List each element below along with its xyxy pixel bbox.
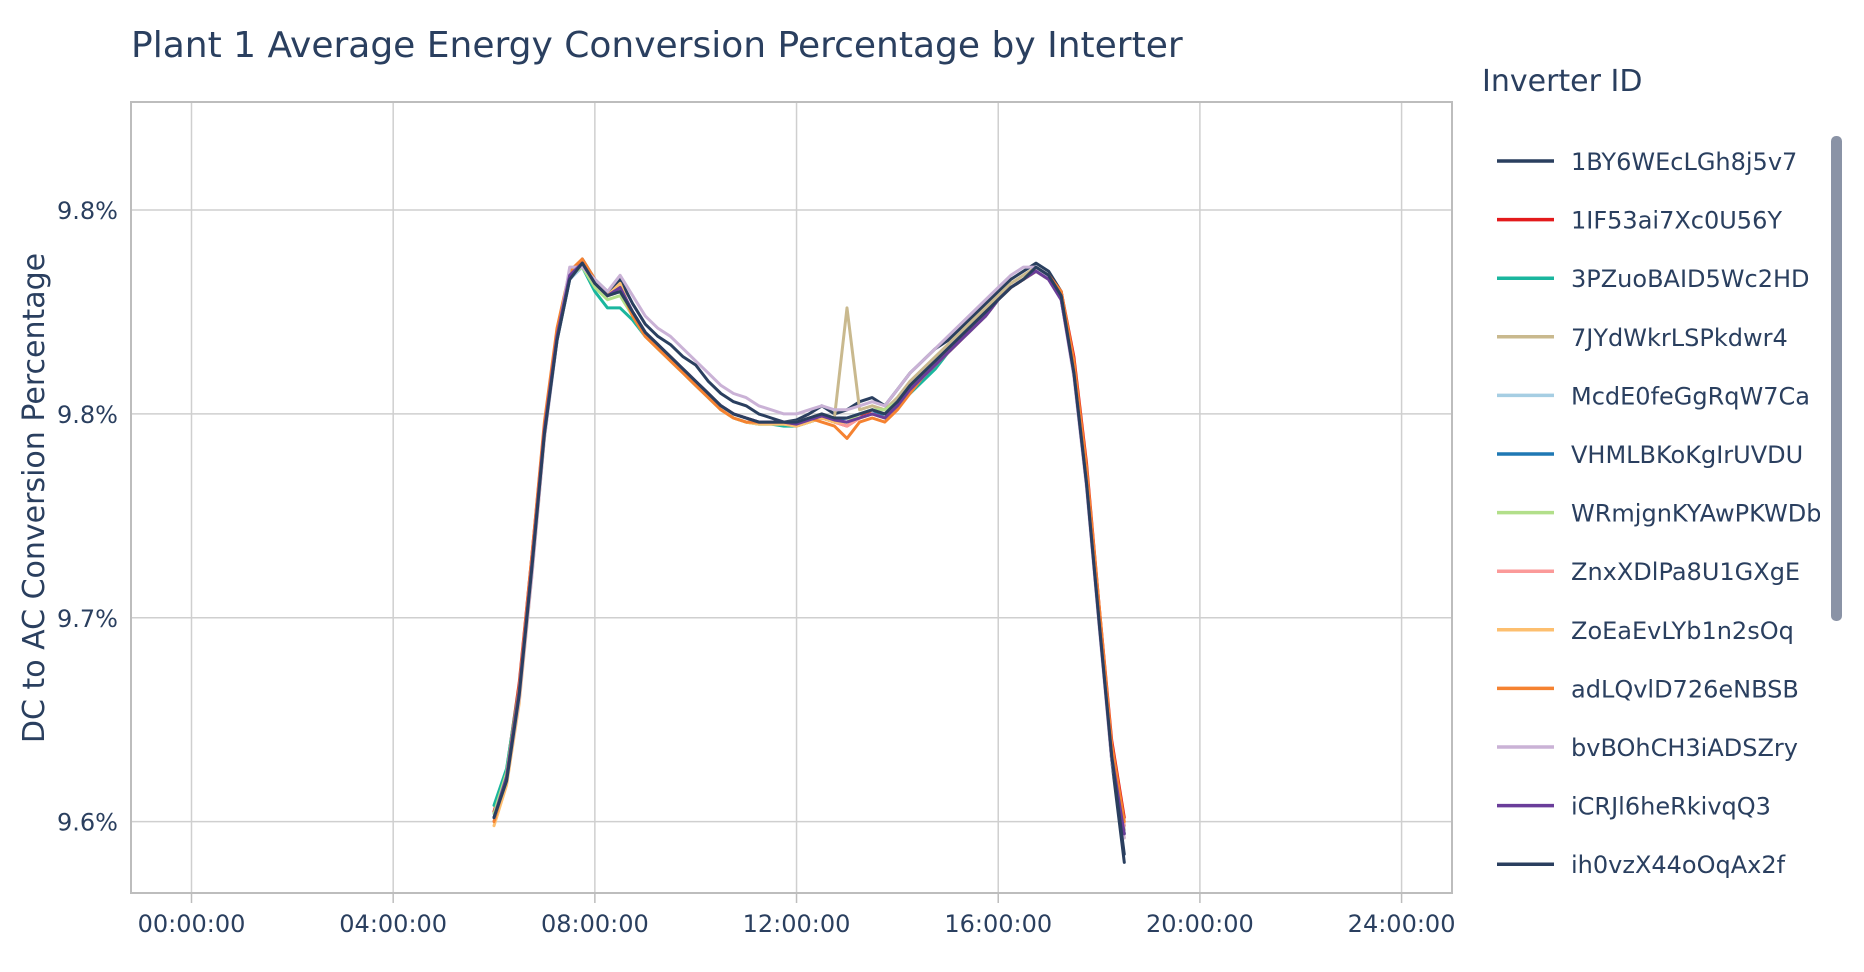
y-axis-label: DC to AC Conversion Percentage [17,253,52,743]
y-tick-labels: 9.8% 9.8% 9.7% 9.6% [57,197,118,837]
x-tick-label: 16:00:00 [944,910,1052,938]
series-line-iCRJl6heRkivqQ3 [492,261,1126,836]
legend-item[interactable]: adLQvlD726eNBSB [1497,675,1799,703]
legend-label: 1IF53ai7Xc0U56Y [1571,207,1782,235]
series-line-7JYdWkrLSPkdwr4 [492,261,1126,832]
legend-label: adLQvlD726eNBSB [1571,675,1799,703]
series-line-WRmjgnKYAwPKWDb [492,265,1126,836]
x-tick-label: 00:00:00 [138,910,246,938]
legend-label: bvBOhCH3iADSZry [1571,734,1798,762]
legend-item[interactable]: 7JYdWkrLSPkdwr4 [1497,324,1788,352]
series-line-ZnxXDlPa8U1GXgE [492,261,1126,828]
x-tick-label: 08:00:00 [541,910,649,938]
legend-item[interactable]: 1IF53ai7Xc0U56Y [1497,207,1782,235]
legend-label: WRmjgnKYAwPKWDb [1571,500,1821,528]
series-line-ZoEaEvLYb1n2sOq [492,261,1126,840]
legend-label: ZoEaEvLYb1n2sOq [1571,617,1794,645]
legend-label: 7JYdWkrLSPkdwr4 [1571,324,1788,352]
legend-label: ZnxXDlPa8U1GXgE [1571,558,1800,586]
legend-label: VHMLBKoKgIrUVDU [1571,441,1803,469]
x-gridlines [190,102,1403,893]
legend: 1BY6WEcLGh8j5v7 1IF53ai7Xc0U56Y 3PZuoBAID5… [1497,148,1821,879]
legend-label: McdE0feGgRqW7Ca [1571,382,1810,410]
legend-item[interactable]: VHMLBKoKgIrUVDU [1497,441,1803,469]
series-lines [492,257,1126,864]
legend-item[interactable]: WRmjgnKYAwPKWDb [1497,500,1821,528]
legend-label: iCRJl6heRkivqQ3 [1571,793,1771,821]
legend-item[interactable]: 1BY6WEcLGh8j5v7 [1497,148,1797,176]
legend-label: ih0vzX44oOqAx2f [1571,851,1786,879]
plot-area-border [130,101,1453,894]
y-gridlines [131,209,1452,823]
series-line-adLQvlD726eNBSB [492,257,1126,824]
legend-scrollbar[interactable] [1831,136,1842,621]
y-tick-label: 9.7% [57,605,118,633]
x-tick-labels: 00:00:00 04:00:00 08:00:00 12:00:00 16:00:00… [138,893,1456,938]
series-line-VHMLBKoKgIrUVDU [492,261,1126,836]
x-tick-label: 04:00:00 [339,910,447,938]
x-tick-label: 12:00:00 [743,910,851,938]
series-line-McdE0feGgRqW7Ca [492,265,1126,836]
x-tick-label: 20:00:00 [1146,910,1254,938]
legend-item[interactable]: 3PZuoBAID5Wc2HD [1497,265,1810,293]
series-line-bvBOhCH3iADSZry [492,265,1126,840]
chart-title: Plant 1 Average Energy Conversion Percen… [131,25,1183,66]
legend-label: 3PZuoBAID5Wc2HD [1571,265,1810,293]
legend-item[interactable]: McdE0feGgRqW7Ca [1497,382,1810,410]
y-tick-label: 9.8% [57,197,118,225]
legend-item[interactable]: bvBOhCH3iADSZry [1497,734,1798,762]
legend-item[interactable]: iCRJl6heRkivqQ3 [1497,793,1771,821]
legend-item[interactable]: ZnxXDlPa8U1GXgE [1497,558,1800,586]
y-tick-label: 9.6% [57,809,118,837]
series-line-1BY6WEcLGh8j5v7 [492,257,1126,864]
legend-item[interactable]: ih0vzX44oOqAx2f [1497,851,1786,879]
y-tick-label: 9.8% [57,401,118,429]
series-line-3PZuoBAID5Wc2HD [492,265,1126,828]
legend-item[interactable]: ZoEaEvLYb1n2sOq [1497,617,1794,645]
series-line-1IF53ai7Xc0U56Y [492,261,1126,820]
series-line-ih0vzX44oOqAx2f [492,261,1126,856]
legend-label: 1BY6WEcLGh8j5v7 [1571,148,1797,176]
legend-title: Inverter ID [1482,64,1642,99]
x-tick-label: 24:00:00 [1348,910,1456,938]
